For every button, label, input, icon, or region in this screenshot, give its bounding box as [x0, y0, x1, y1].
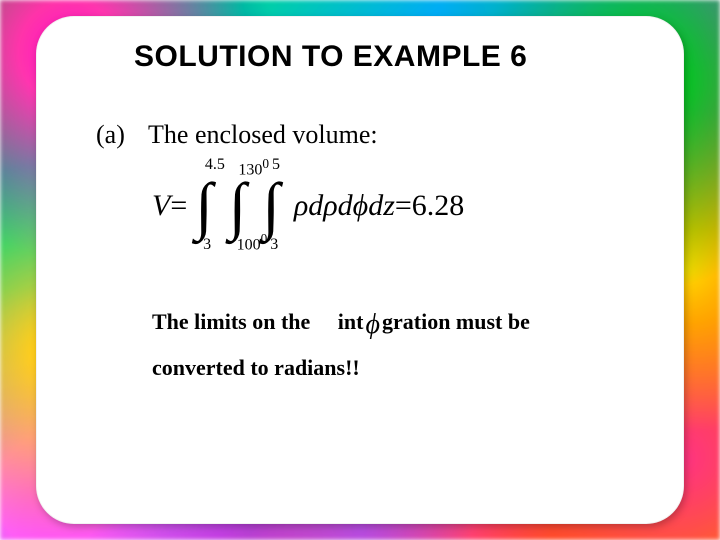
- int1-glyph: ∫: [195, 176, 213, 236]
- integrand-d3: d: [368, 189, 383, 223]
- integrand-phi: ϕ: [353, 189, 369, 223]
- equals-sign-1: =: [170, 189, 187, 223]
- integral-3: 5 ∫ 3: [262, 176, 280, 236]
- int3-glyph: ∫: [262, 176, 280, 236]
- equals-sign-2: =: [395, 189, 412, 223]
- int3-lower: 3: [270, 236, 278, 254]
- note-text-2: converted to radians!!: [152, 355, 360, 380]
- note-text-1: The limits on the: [152, 309, 316, 334]
- integrand-d1: d: [308, 189, 323, 223]
- radians-note: The limits on the intϕgration must be co…: [152, 294, 640, 389]
- integrand-rho1: ρ: [294, 189, 308, 223]
- slide-card: SOLUTION TO EXAMPLE 6 (a) The enclosed v…: [36, 16, 684, 524]
- part-label: (a): [96, 120, 142, 150]
- integral-1: 4.5 ∫ 3: [195, 176, 213, 236]
- volume-formula: V = 4.5 ∫ 3 1300 ∫ 1000 5 ∫ 3 ρ d ρ d: [152, 176, 640, 236]
- integral-2: 1300 ∫ 1000: [229, 176, 247, 236]
- part-a-line: (a) The enclosed volume:: [96, 120, 640, 150]
- slide-title: SOLUTION TO EXAMPLE 6: [134, 40, 640, 74]
- int1-lower: 3: [203, 236, 211, 254]
- int3-upper: 5: [272, 156, 280, 174]
- int1-upper: 4.5: [205, 156, 225, 174]
- note-text-mid2: gration must be: [382, 309, 530, 334]
- formula-result: 6.28: [412, 189, 465, 223]
- formula-lhs: V: [152, 189, 170, 223]
- integrand-rho2: ρ: [323, 189, 337, 223]
- integrand-d2: d: [338, 189, 353, 223]
- phi-symbol-inline: ϕ: [363, 309, 382, 340]
- integrand-z: z: [383, 189, 395, 223]
- part-text: The enclosed volume:: [148, 120, 378, 149]
- note-text-mid: int: [316, 309, 364, 334]
- int2-glyph: ∫: [229, 176, 247, 236]
